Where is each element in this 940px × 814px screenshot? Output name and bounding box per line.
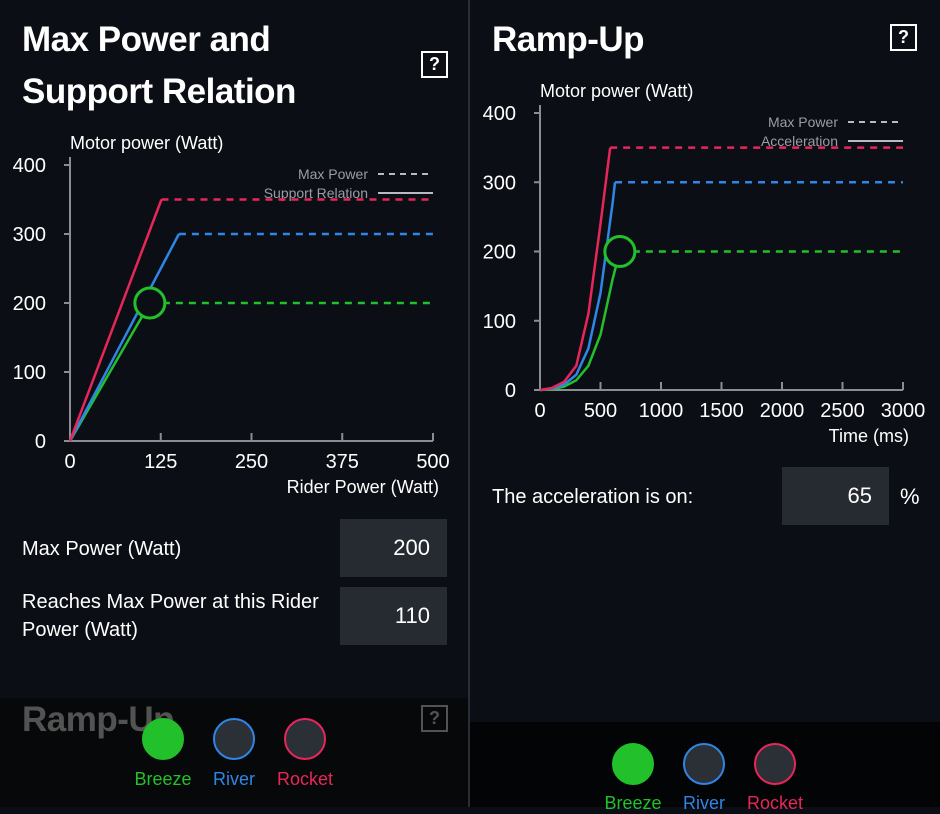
panel-title: Ramp-Up <box>492 20 645 59</box>
x-tick-label: 125 <box>144 451 177 473</box>
x-tick-label: 0 <box>534 400 545 422</box>
x-tick-label: 0 <box>64 451 75 473</box>
selector-label: Rocket <box>746 793 804 813</box>
legend-label: Acceleration <box>761 133 838 149</box>
y-tick-label: 400 <box>483 103 516 125</box>
selector-label: Rocket <box>276 769 334 789</box>
chart: Motor power (Watt) Rider Power (Watt) 0 100… <box>13 133 450 497</box>
x-tick-label: 1500 <box>699 400 744 422</box>
x-tick-label: 2000 <box>760 400 805 422</box>
panel-title: Max Power and Support Relation <box>22 20 296 111</box>
legend-label: Max Power <box>298 166 368 182</box>
chart: Motor power (Watt) Time (ms) 0 100 200 300 400… <box>483 81 926 446</box>
field-label: Max Power (Watt) <box>22 538 182 560</box>
legend-label: Support Relation <box>264 185 368 201</box>
y-axis-label: Motor power (Watt) <box>70 133 223 153</box>
legend-label: Max Power <box>768 114 838 130</box>
input-field[interactable]: 200 <box>340 519 447 577</box>
y-tick-label: 100 <box>13 362 46 384</box>
y-tick-label: 300 <box>483 172 516 194</box>
field-label: The acceleration is on: <box>492 486 694 508</box>
curve <box>539 147 612 392</box>
x-tick-label: 2500 <box>820 400 865 422</box>
selector-button[interactable] <box>612 743 654 785</box>
help-button[interactable]: ? <box>421 705 448 732</box>
selector-label: River <box>212 769 255 789</box>
selector-label: River <box>682 793 725 813</box>
x-tick-label: 250 <box>235 451 268 473</box>
x-axis-label: Time (ms) <box>829 426 909 446</box>
y-axis-label: Motor power (Watt) <box>540 81 693 101</box>
divider <box>468 0 470 807</box>
curve <box>68 233 181 442</box>
selector-button[interactable] <box>683 743 725 785</box>
selector-button[interactable] <box>142 718 184 760</box>
y-tick-label: 0 <box>505 380 516 402</box>
unit-label: % <box>900 484 920 509</box>
y-tick-label: 200 <box>483 242 516 264</box>
x-tick-label: 3000 <box>881 400 926 422</box>
selector-label: Breeze <box>604 793 662 813</box>
y-tick-label: 0 <box>35 431 46 453</box>
x-tick-label: 375 <box>326 451 359 473</box>
input-field[interactable]: 65 <box>782 467 889 525</box>
help-button[interactable]: ? <box>890 24 917 51</box>
x-tick-label: 500 <box>584 400 617 422</box>
input-field[interactable]: 110 <box>340 587 447 645</box>
marker <box>603 235 637 268</box>
curve <box>68 199 163 442</box>
x-tick-label: 500 <box>416 451 449 473</box>
y-tick-label: 400 <box>13 155 46 177</box>
y-tick-label: 300 <box>13 224 46 246</box>
selector-button[interactable] <box>754 743 796 785</box>
y-tick-label: 100 <box>483 311 516 333</box>
selector-label: Breeze <box>134 769 192 789</box>
y-tick-label: 200 <box>13 293 46 315</box>
field-label: Reaches Max Power at this Rider Power (W… <box>22 591 319 641</box>
selector-button[interactable] <box>213 718 255 760</box>
selector-button[interactable] <box>284 718 326 760</box>
x-tick-label: 1000 <box>639 400 684 422</box>
x-axis-label: Rider Power (Watt) <box>287 477 439 497</box>
marker <box>133 286 167 320</box>
help-button[interactable]: ? <box>421 51 448 78</box>
